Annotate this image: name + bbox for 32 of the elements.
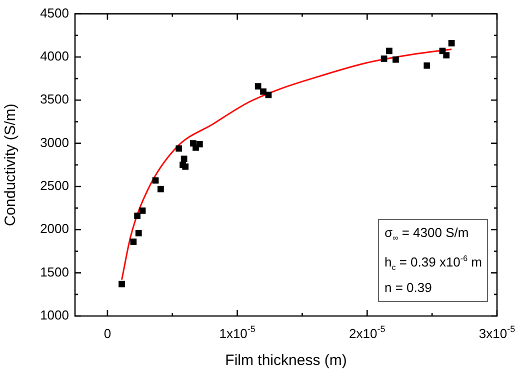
point	[260, 88, 266, 95]
point	[196, 140, 203, 148]
x-axis-title: Film thickness (m)	[225, 352, 347, 370]
point	[139, 207, 146, 214]
y-tick-label: 3000	[40, 134, 69, 150]
point	[158, 186, 164, 192]
y-tick-label: 1000	[40, 308, 69, 323]
point	[386, 48, 392, 54]
point	[134, 212, 141, 220]
point	[254, 83, 262, 90]
y-tick-label: 2000	[40, 221, 69, 236]
annotation: n = 0.39	[384, 279, 433, 297]
point	[424, 62, 430, 69]
y-tick-label: 3500	[40, 92, 69, 107]
annotation: σ$_{∞}$ = 4300 S/m	[384, 224, 470, 246]
point	[380, 56, 388, 62]
point	[135, 230, 142, 236]
point	[118, 280, 125, 288]
point	[443, 52, 450, 58]
annotation: h$_{c}$ = 0.39 x10$^{-6}$ m	[384, 253, 482, 274]
x-tick-label: 0	[104, 326, 112, 341]
point	[392, 56, 399, 63]
point	[130, 238, 137, 245]
y-tick-label: 4500	[40, 5, 69, 20]
point	[182, 163, 189, 170]
y-axis-title: Conductivity (S/m)	[2, 104, 20, 226]
y-tick-label: 1500	[40, 264, 69, 280]
y-tick-label: 2500	[40, 178, 69, 194]
point	[180, 156, 188, 162]
point	[176, 145, 182, 152]
y-tick-label: 4000	[40, 48, 69, 64]
point	[448, 40, 455, 46]
